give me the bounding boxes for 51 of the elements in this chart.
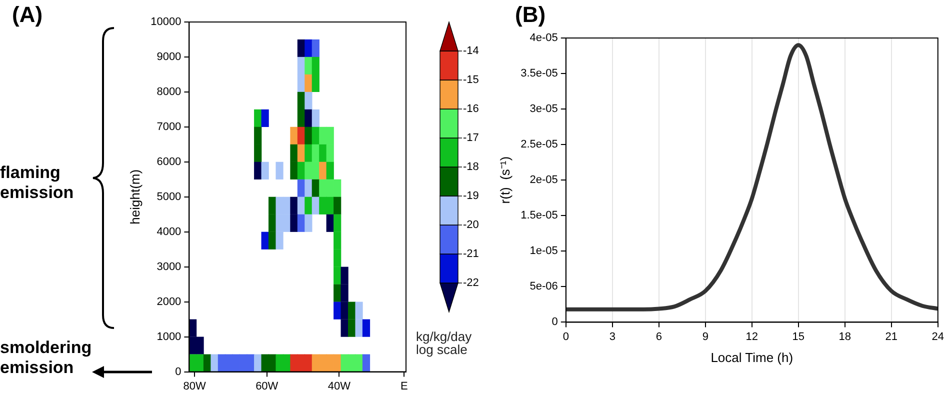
color-bar-label: -17 xyxy=(463,132,479,144)
x-tick-label: 3 xyxy=(609,330,616,343)
y-tick-label: 2.5e-05 xyxy=(520,138,558,151)
chart-title: (B) xyxy=(515,2,546,28)
x-tick-label: 0 xyxy=(562,330,569,343)
y-tick-label: 3e-05 xyxy=(530,103,558,116)
color-bar-label: -22 xyxy=(463,277,479,290)
x-tick-label: 40W xyxy=(328,380,352,392)
x-tick-label: 80W xyxy=(183,380,207,392)
x-axis-title: Local Time (h) xyxy=(710,350,794,365)
x-tick-label: 18 xyxy=(838,330,852,343)
x-tick-label: 12 xyxy=(746,330,758,343)
line-series xyxy=(566,43,938,312)
x-tick-label: 15 xyxy=(792,330,805,343)
y-tick-label: 6000 xyxy=(156,156,182,168)
x-tick-label: 24 xyxy=(932,330,944,343)
color-bar-label: -19 xyxy=(463,190,479,202)
color-bar-label: -20 xyxy=(463,219,479,232)
color-bar-label: -21 xyxy=(463,248,479,260)
y-axis-title: height(m) xyxy=(127,169,142,224)
y-tick-label: 8000 xyxy=(156,86,182,98)
y-tick-label: 0 xyxy=(175,366,182,378)
color-bar-label: -16 xyxy=(463,103,479,116)
y-tick-label: 1.5e-05 xyxy=(520,210,558,222)
color-bar-title: kg/kg/day log scale xyxy=(416,329,473,357)
x-tick-label: E xyxy=(400,380,408,392)
y-tick-label: 3.5e-05 xyxy=(520,68,558,80)
text: smoldering emission xyxy=(0,338,92,378)
y-tick-label: 1000 xyxy=(156,330,182,343)
y-tick-label: 5000 xyxy=(156,190,182,203)
x-tick-label: 21 xyxy=(885,330,898,343)
y-tick-label: 10000 xyxy=(150,16,182,28)
x-tick-label: 6 xyxy=(656,330,662,343)
x-tick-label: 9 xyxy=(702,330,708,343)
y-tick-label: 2000 xyxy=(156,296,182,308)
y-axis-title: r(t) (s⁻¹) xyxy=(497,156,512,204)
y-tick-label: 4000 xyxy=(156,226,182,238)
y-tick-label: 5e-06 xyxy=(530,280,558,293)
chart-title: (A) xyxy=(12,2,43,28)
x-tick-label: 60W xyxy=(256,380,279,392)
y-tick-label: 2e-05 xyxy=(530,174,558,186)
text: flaming emission xyxy=(0,163,75,203)
y-tick-label: 1e-05 xyxy=(530,245,558,258)
color-bar-label: -14 xyxy=(463,45,479,58)
y-tick-label: 7000 xyxy=(156,120,182,133)
color-bar-label: -15 xyxy=(463,74,479,86)
y-tick-label: 4e-05 xyxy=(530,32,558,44)
y-tick-label: 9000 xyxy=(156,51,182,64)
y-tick-label: 0 xyxy=(552,316,558,328)
color-bar-label: -18 xyxy=(463,161,479,174)
y-tick-label: 3000 xyxy=(156,260,182,273)
